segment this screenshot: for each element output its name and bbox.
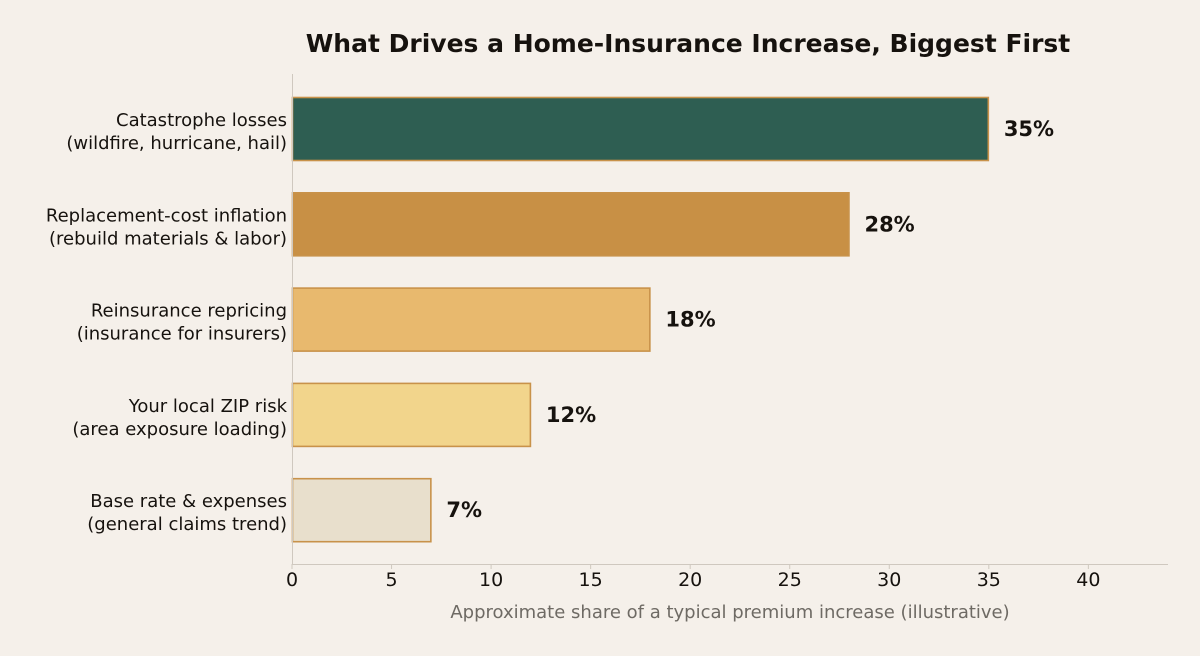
- x-tick-label-5: 5: [385, 569, 397, 591]
- x-tick-label-40: 40: [1076, 569, 1100, 591]
- bars-layer: 35% Catastrophe losses(wildfire, hurrican…: [46, 96, 1054, 543]
- chart-title: What Drives a Home-Insurance Increase, B…: [306, 29, 1071, 58]
- bar-1: [291, 96, 990, 162]
- data-label-5: 7%: [446, 498, 482, 522]
- x-tick-label-0: 0: [286, 569, 298, 591]
- x-tick-label-20: 20: [678, 569, 702, 591]
- category-label-3-line2: (insurance for insurers): [77, 324, 287, 345]
- x-tick-label-10: 10: [479, 569, 503, 591]
- category-label-4-line2: (area exposure loading): [72, 419, 287, 440]
- data-label-4: 12%: [546, 403, 596, 427]
- bar-5: [291, 477, 432, 543]
- x-ticks-layer: 0 5 10 15 20 25 30 35 40: [286, 564, 1100, 591]
- data-label-2: 28%: [864, 212, 914, 236]
- category-label-1-line2: (wildfire, hurricane, hail): [66, 133, 287, 154]
- category-label-2-line2: (rebuild materials & labor): [49, 228, 287, 249]
- x-tick-label-15: 15: [579, 569, 603, 591]
- category-label-5-line1: Base rate & expenses: [90, 491, 287, 512]
- x-axis-label: Approximate share of a typical premium i…: [450, 602, 1009, 623]
- x-tick-label-35: 35: [977, 569, 1001, 591]
- category-label-3-line1: Reinsurance repricing: [91, 301, 287, 322]
- bar-2: [291, 192, 850, 257]
- category-label-4-line1: Your local ZIP risk: [128, 396, 288, 417]
- bar-4: [291, 382, 532, 448]
- bar-3: [291, 287, 651, 352]
- category-label-2-line1: Replacement-cost inflation: [46, 205, 287, 226]
- category-label-1-line1: Catastrophe losses: [116, 110, 287, 131]
- data-label-1: 35%: [1004, 117, 1054, 141]
- x-tick-label-25: 25: [778, 569, 802, 591]
- x-tick-label-30: 30: [877, 569, 901, 591]
- data-label-3: 18%: [665, 308, 715, 332]
- category-label-5-line2: (general claims trend): [87, 514, 287, 535]
